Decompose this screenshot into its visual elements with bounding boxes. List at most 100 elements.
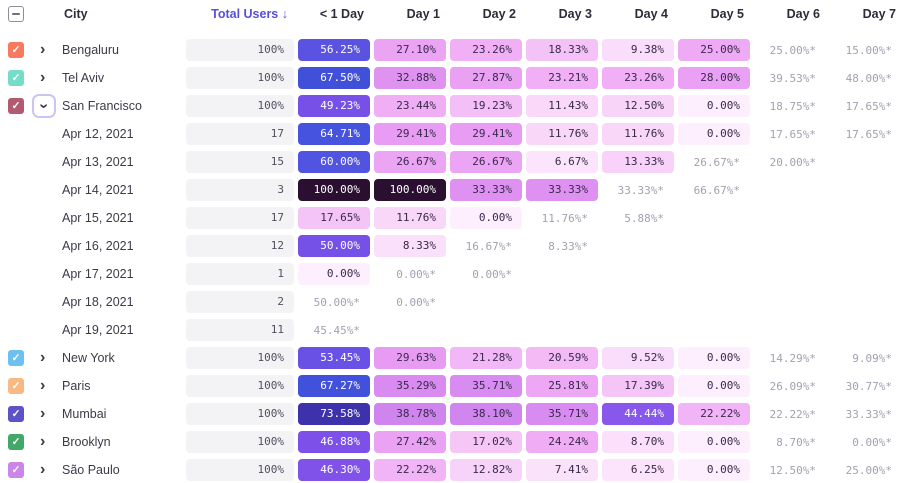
row-color-checkbox[interactable]: ✓	[8, 378, 24, 394]
total-users-value[interactable]: 17	[186, 207, 294, 229]
retention-cell[interactable]: 17.39%	[602, 375, 674, 397]
retention-cell[interactable]: 12.82%	[450, 459, 522, 481]
retention-cell[interactable]: 20.59%	[526, 347, 598, 369]
total-users-value[interactable]: 100%	[186, 95, 294, 117]
retention-cell[interactable]: 32.88%	[374, 67, 446, 89]
retention-cell[interactable]: 35.29%	[374, 375, 446, 397]
expand-chevron-icon[interactable]: ›	[40, 461, 46, 478]
retention-cell[interactable]: 12.50%	[602, 95, 674, 117]
total-users-value[interactable]: 12	[186, 235, 294, 257]
retention-cell[interactable]: 27.42%	[374, 431, 446, 453]
retention-cell[interactable]: 29.41%	[450, 123, 522, 145]
retention-cell[interactable]: 0.00%	[678, 431, 750, 453]
retention-cell[interactable]: 50.00%	[298, 235, 370, 257]
total-users-value[interactable]: 17	[186, 123, 294, 145]
retention-cell[interactable]: 0.00%	[678, 95, 750, 117]
retention-cell[interactable]: 44.44%	[602, 403, 674, 425]
retention-cell[interactable]: 35.71%	[526, 403, 598, 425]
total-users-value[interactable]: 100%	[186, 431, 294, 453]
collapse-chevron-icon[interactable]: ›	[35, 103, 53, 109]
row-color-checkbox[interactable]: ✓	[8, 70, 24, 86]
column-header-day-1[interactable]: Day 1	[406, 7, 440, 21]
retention-cell[interactable]: 9.38%	[602, 39, 674, 61]
retention-cell[interactable]: 21.28%	[450, 347, 522, 369]
retention-cell[interactable]: 0.00%	[678, 123, 750, 145]
retention-cell[interactable]: 0.00%	[450, 207, 522, 229]
retention-cell[interactable]: 33.33%	[450, 179, 522, 201]
retention-cell[interactable]: 25.00%	[678, 39, 750, 61]
column-header-day-3[interactable]: Day 3	[558, 7, 592, 21]
retention-cell[interactable]: 53.45%	[298, 347, 370, 369]
expand-chevron-icon[interactable]: ›	[40, 69, 46, 86]
expand-chevron-icon[interactable]: ›	[40, 349, 46, 366]
retention-cell[interactable]: 11.76%	[602, 123, 674, 145]
retention-cell[interactable]: 23.26%	[450, 39, 522, 61]
retention-cell[interactable]: 17.65%	[298, 207, 370, 229]
expand-chevron-icon[interactable]: ›	[40, 433, 46, 450]
retention-cell[interactable]: 6.25%	[602, 459, 674, 481]
column-header-day-2[interactable]: Day 2	[482, 7, 516, 21]
column-header-day-4[interactable]: Day 4	[634, 7, 668, 21]
column-header-day-5[interactable]: Day 5	[710, 7, 744, 21]
retention-cell[interactable]: 73.58%	[298, 403, 370, 425]
column-header-lt-1-day[interactable]: < 1 Day	[319, 7, 364, 21]
retention-cell[interactable]: 25.81%	[526, 375, 598, 397]
retention-cell[interactable]: 38.78%	[374, 403, 446, 425]
retention-cell[interactable]: 17.02%	[450, 431, 522, 453]
total-users-value[interactable]: 100%	[186, 375, 294, 397]
retention-cell[interactable]: 0.00%	[678, 459, 750, 481]
retention-cell[interactable]: 0.00%	[298, 263, 370, 285]
retention-cell[interactable]: 13.33%	[602, 151, 674, 173]
total-users-value[interactable]: 100%	[186, 67, 294, 89]
column-header-total-users[interactable]: Total Users ↓	[186, 7, 298, 21]
column-header-day-7[interactable]: Day 7	[862, 7, 896, 21]
retention-cell[interactable]: 27.87%	[450, 67, 522, 89]
retention-cell[interactable]: 0.00%	[678, 347, 750, 369]
focused-expand-button[interactable]: ›	[32, 94, 56, 118]
retention-cell[interactable]: 11.76%	[526, 123, 598, 145]
retention-cell[interactable]: 22.22%	[374, 459, 446, 481]
select-all-checkbox[interactable]	[8, 6, 24, 22]
retention-cell[interactable]: 9.52%	[602, 347, 674, 369]
expand-chevron-icon[interactable]: ›	[40, 41, 46, 58]
retention-cell[interactable]: 38.10%	[450, 403, 522, 425]
row-color-checkbox[interactable]: ✓	[8, 434, 24, 450]
total-users-value[interactable]: 2	[186, 291, 294, 313]
total-users-value[interactable]: 1	[186, 263, 294, 285]
retention-cell[interactable]: 0.00%	[678, 375, 750, 397]
row-color-checkbox[interactable]: ✓	[8, 42, 24, 58]
retention-cell[interactable]: 33.33%	[526, 179, 598, 201]
total-users-value[interactable]: 3	[186, 179, 294, 201]
retention-cell[interactable]: 49.23%	[298, 95, 370, 117]
retention-cell[interactable]: 27.10%	[374, 39, 446, 61]
retention-cell[interactable]: 11.43%	[526, 95, 598, 117]
retention-cell[interactable]: 26.67%	[450, 151, 522, 173]
retention-cell[interactable]: 28.00%	[678, 67, 750, 89]
retention-cell[interactable]: 6.67%	[526, 151, 598, 173]
retention-cell[interactable]: 8.70%	[602, 431, 674, 453]
total-users-value[interactable]: 15	[186, 151, 294, 173]
retention-cell[interactable]: 29.63%	[374, 347, 446, 369]
retention-cell[interactable]: 22.22%	[678, 403, 750, 425]
retention-cell[interactable]: 100.00%	[374, 179, 446, 201]
expand-chevron-icon[interactable]: ›	[40, 377, 46, 394]
total-users-value[interactable]: 100%	[186, 403, 294, 425]
retention-cell[interactable]: 8.33%	[374, 235, 446, 257]
retention-cell[interactable]: 56.25%	[298, 39, 370, 61]
retention-cell[interactable]: 23.44%	[374, 95, 446, 117]
retention-cell[interactable]: 46.88%	[298, 431, 370, 453]
retention-cell[interactable]: 18.33%	[526, 39, 598, 61]
retention-cell[interactable]: 67.27%	[298, 375, 370, 397]
retention-cell[interactable]: 23.21%	[526, 67, 598, 89]
total-users-value[interactable]: 100%	[186, 459, 294, 481]
retention-cell[interactable]: 23.26%	[602, 67, 674, 89]
column-header-city[interactable]: City	[64, 7, 88, 21]
total-users-value[interactable]: 11	[186, 319, 294, 341]
row-color-checkbox[interactable]: ✓	[8, 462, 24, 478]
retention-cell[interactable]: 35.71%	[450, 375, 522, 397]
retention-cell[interactable]: 64.71%	[298, 123, 370, 145]
retention-cell[interactable]: 100.00%	[298, 179, 370, 201]
total-users-value[interactable]: 100%	[186, 347, 294, 369]
retention-cell[interactable]: 46.30%	[298, 459, 370, 481]
retention-cell[interactable]: 67.50%	[298, 67, 370, 89]
